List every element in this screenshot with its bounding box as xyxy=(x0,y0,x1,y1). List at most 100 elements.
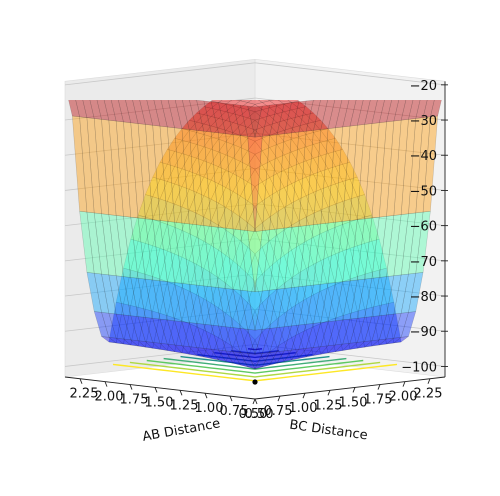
surface-cell xyxy=(342,125,358,222)
surface-cell xyxy=(89,100,102,120)
surface-cell xyxy=(188,121,205,133)
surface-cell xyxy=(291,100,307,134)
surface-cell xyxy=(210,226,226,289)
surface-cell xyxy=(159,315,175,351)
surface-cell xyxy=(305,237,321,265)
surface-cell xyxy=(262,135,278,148)
surface-cell xyxy=(269,227,285,291)
y-tick-mark xyxy=(377,384,381,390)
surface-cell xyxy=(189,223,205,287)
surface-cell xyxy=(320,344,336,355)
x-tick-mark xyxy=(154,387,158,393)
surface-cell xyxy=(269,288,285,320)
surface-cell xyxy=(305,284,321,325)
x-axis-line xyxy=(64,376,256,400)
surface-cell xyxy=(430,100,442,118)
surface-cell xyxy=(291,149,307,164)
surface-cell xyxy=(94,118,110,215)
surface-cell xyxy=(254,222,270,248)
surface-cell xyxy=(167,284,183,319)
surface-cell xyxy=(130,214,146,242)
surface-cell xyxy=(349,196,365,220)
surface-cell xyxy=(276,282,292,314)
surface-cell xyxy=(335,125,351,223)
surface-cell xyxy=(118,100,131,123)
surface-cell xyxy=(262,161,278,178)
surface-cell xyxy=(247,111,263,121)
surface-cell xyxy=(262,295,278,326)
surface-cell xyxy=(276,130,292,142)
surface-cell xyxy=(371,100,385,124)
surface-cell xyxy=(203,130,219,228)
surface-cell xyxy=(320,206,336,231)
surface-cell xyxy=(291,180,307,200)
surface-cell xyxy=(93,311,110,338)
surface-cell xyxy=(240,246,256,275)
surface-cell xyxy=(342,179,358,200)
surface-cell xyxy=(225,122,241,133)
surface-cell xyxy=(174,344,190,355)
surface-cell xyxy=(269,346,285,364)
surface-cell xyxy=(364,271,380,308)
surface-cell xyxy=(210,127,227,140)
surface-cell xyxy=(240,289,256,331)
surface-cell xyxy=(218,229,234,256)
surface-cell xyxy=(79,116,95,214)
surface-cell xyxy=(305,213,321,238)
surface-cell xyxy=(269,326,285,353)
surface-cell xyxy=(137,274,153,310)
surface-cell xyxy=(298,160,314,178)
surface-cell xyxy=(247,339,263,365)
surface-cell xyxy=(313,323,329,355)
surface-cell xyxy=(196,268,212,300)
surface-cell xyxy=(188,346,205,358)
surface-cell xyxy=(174,128,190,141)
surface-cell xyxy=(101,119,117,216)
surface-cell xyxy=(305,223,321,287)
surface-cell xyxy=(203,348,219,361)
z-tick-label: −50 xyxy=(410,184,437,199)
surface-cell xyxy=(72,115,88,213)
surface-cell xyxy=(108,214,124,277)
surface-cell xyxy=(254,331,270,358)
surface-cell xyxy=(393,273,409,315)
z-grid-line xyxy=(64,238,446,262)
surface-cell xyxy=(327,100,343,129)
y-tick-label: 1.75 xyxy=(364,393,393,408)
surface-cell xyxy=(210,118,227,129)
y-tick-mark xyxy=(427,378,431,384)
surface-cell xyxy=(218,207,234,231)
surface-cell xyxy=(240,273,256,304)
surface-cell xyxy=(239,102,256,110)
surface-cell xyxy=(335,281,351,316)
surface-cell xyxy=(196,176,212,196)
surface-cell xyxy=(94,273,110,314)
surface-cell xyxy=(188,144,205,159)
surface-cell xyxy=(123,314,139,341)
surface-cell xyxy=(262,195,278,218)
surface-cell xyxy=(342,318,358,345)
surface-cell xyxy=(86,211,102,275)
surface-cell xyxy=(276,102,292,135)
surface-cell xyxy=(167,281,183,322)
surface-cell xyxy=(225,100,241,107)
surface-cell xyxy=(115,313,132,341)
surface-cell xyxy=(174,256,190,288)
surface-cell xyxy=(356,340,373,349)
floor-contour-line xyxy=(129,361,381,378)
surface-cell xyxy=(145,219,161,246)
surface-cell xyxy=(371,269,387,306)
surface-cell xyxy=(218,100,233,105)
surface-cell xyxy=(167,126,183,224)
surface-cell xyxy=(342,198,358,223)
surface-cell xyxy=(327,203,343,228)
surface-cell xyxy=(108,313,124,340)
surface-cell xyxy=(203,220,219,246)
surface-cell xyxy=(415,116,431,214)
surface-cell xyxy=(262,240,278,268)
surface-cell xyxy=(262,351,278,366)
surface-cell xyxy=(137,194,153,218)
surface-cell xyxy=(335,220,351,283)
surface-cell xyxy=(379,303,395,345)
surface-cell xyxy=(240,104,256,138)
